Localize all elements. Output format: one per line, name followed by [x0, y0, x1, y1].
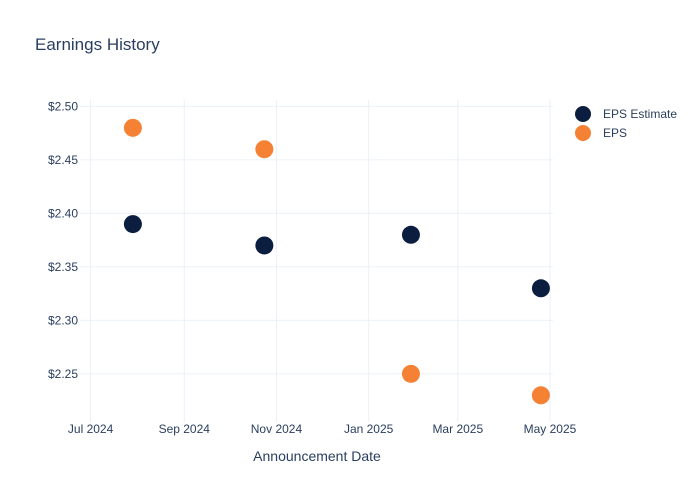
legend-item-eps[interactable]: EPS	[575, 125, 627, 141]
eps-point	[255, 140, 274, 159]
y-tick-label: $2.30	[48, 313, 78, 327]
eps-estimate-point	[255, 236, 274, 255]
x-tick-label: Jul 2024	[68, 422, 114, 436]
y-tick-label: $2.50	[48, 99, 78, 113]
eps-estimate-point	[531, 279, 550, 298]
legend-item-eps-estimate[interactable]: EPS Estimate	[575, 106, 677, 122]
legend-marker	[575, 125, 591, 141]
eps-estimate-point	[401, 225, 420, 244]
x-tick-label: Mar 2025	[432, 422, 483, 436]
x-tick-label: Sep 2024	[159, 422, 211, 436]
chart-title: Earnings History	[35, 35, 160, 54]
x-tick-label: May 2025	[524, 422, 577, 436]
legend-marker	[575, 106, 591, 122]
legend-label: EPS Estimate	[603, 107, 677, 121]
y-tick-label: $2.25	[48, 367, 78, 381]
x-axis-ticks: Jul 2024 Sep 2024 Nov 2024 Jan 2025 Mar 2025…	[68, 422, 577, 436]
eps-point	[401, 364, 420, 383]
data-points	[123, 118, 550, 405]
x-tick-label: Nov 2024	[251, 422, 303, 436]
grid	[80, 100, 553, 422]
y-tick-label: $2.45	[48, 153, 78, 167]
y-tick-label: $2.40	[48, 206, 78, 220]
legend-label: EPS	[603, 126, 627, 140]
x-axis-title: Announcement Date	[253, 448, 381, 464]
x-tick-label: Jan 2025	[344, 422, 394, 436]
y-axis-ticks: $2.25 $2.30 $2.35 $2.40 $2.45 $2.50	[48, 99, 78, 380]
eps-point	[531, 386, 550, 405]
y-tick-label: $2.35	[48, 260, 78, 274]
legend[interactable]: EPS Estimate EPS	[575, 106, 677, 141]
eps-point	[123, 118, 142, 137]
eps-estimate-point	[123, 215, 142, 234]
